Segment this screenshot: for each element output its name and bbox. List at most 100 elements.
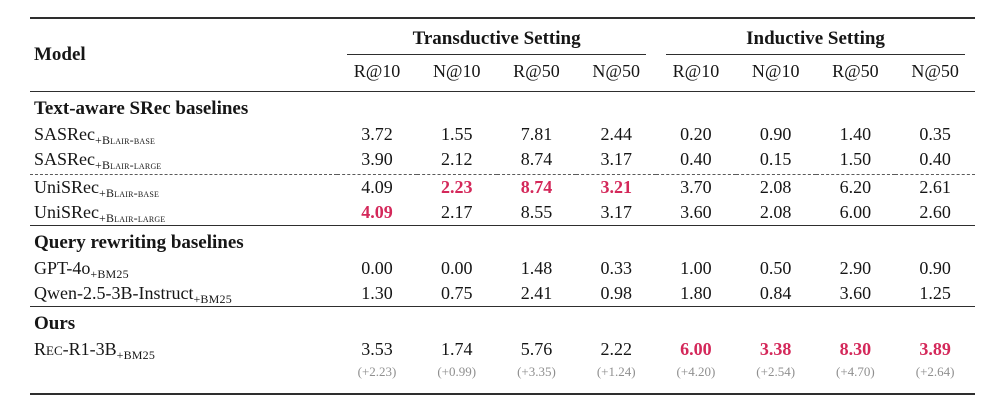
table-row-rec-r1: Rec-R1-3B+BM25 3.53 1.74 5.76 2.22 6.00 … xyxy=(30,337,975,362)
metric-value: 1.55 xyxy=(440,124,473,144)
metric-value: 1.30 xyxy=(361,283,393,303)
metric-value: 0.00 xyxy=(361,258,393,278)
metric-value-best: 4.09 xyxy=(361,202,393,222)
col-header-ind-r10: R@10 xyxy=(672,61,720,81)
col-header-ind-n10: N@10 xyxy=(751,61,800,81)
model-base-name: SASRec xyxy=(34,149,96,169)
model-subscript: +Blair-large xyxy=(95,158,162,172)
metric-delta: (+1.24) xyxy=(596,364,636,379)
table-row-sasrec-base: SASRec+Blair-base 3.72 1.55 7.81 2.44 0.… xyxy=(30,122,975,147)
metric-value: 0.40 xyxy=(895,147,975,175)
model-name: UniSRec+Blair-base xyxy=(30,175,337,201)
section-title-query-rewriting: Query rewriting baselines xyxy=(30,225,975,256)
metric-value-best: 6.00 xyxy=(680,339,712,359)
metric-value: 3.72 xyxy=(361,124,393,144)
metric-delta: (+0.99) xyxy=(437,364,477,379)
metric-value: 8.55 xyxy=(520,202,553,222)
metric-value: 0.35 xyxy=(919,124,951,144)
col-header-trans-r10: R@10 xyxy=(353,61,401,81)
model-name: SASRec+Blair-base xyxy=(30,122,337,147)
metric-value: 2.61 xyxy=(919,177,951,197)
section-title-text-aware: Text-aware SRec baselines xyxy=(34,98,249,119)
model-subscript: +Blair-base xyxy=(95,133,156,147)
metric-value: 5.76 xyxy=(520,339,553,359)
metric-value: 0.98 xyxy=(600,283,632,303)
table-row-qwen: Qwen-2.5-3B-Instruct+BM25 1.30 0.75 2.41… xyxy=(30,281,975,307)
metric-value: 2.08 xyxy=(759,202,792,222)
metric-delta: (+2.54) xyxy=(756,364,796,379)
metric-value: 3.53 xyxy=(361,339,393,359)
metric-value: 1.80 xyxy=(680,283,712,303)
metric-delta: (+4.20) xyxy=(676,364,716,379)
section-header-row: Query rewriting baselines xyxy=(30,225,975,256)
metric-value-best: 3.89 xyxy=(919,339,951,359)
col-group-inductive: Inductive Setting xyxy=(656,18,975,55)
metric-value: 4.09 xyxy=(361,177,393,197)
model-name: Qwen-2.5-3B-Instruct+BM25 xyxy=(30,281,337,307)
results-table: Model Transductive Setting Inductive Set… xyxy=(30,17,975,395)
metric-value: 3.17 xyxy=(576,147,657,175)
metric-value: 2.08 xyxy=(759,177,792,197)
delta-row: (+2.23) (+0.99) (+3.35) (+1.24) (+4.20) … xyxy=(30,362,975,394)
metric-value-best: 8.74 xyxy=(520,177,553,197)
metric-value: 0.20 xyxy=(680,124,712,144)
model-subscript: +BM25 xyxy=(193,292,232,306)
metric-value: 8.74 xyxy=(496,147,577,175)
col-header-trans-n50: N@50 xyxy=(592,61,640,81)
table-row-sasrec-large: SASRec+Blair-large 3.90 2.12 8.74 3.17 0… xyxy=(30,147,975,175)
metric-value: 2.22 xyxy=(600,339,632,359)
metric-value: 2.41 xyxy=(520,283,553,303)
model-name: GPT-4o+BM25 xyxy=(30,256,337,281)
metric-value: 3.60 xyxy=(839,283,872,303)
metric-value: 2.17 xyxy=(440,202,473,222)
group-header-row: Model Transductive Setting Inductive Set… xyxy=(30,18,975,65)
model-subscript: +Blair-base xyxy=(99,186,160,200)
model-subscript: +BM25 xyxy=(90,267,129,281)
section-title-ours: Ours xyxy=(30,306,975,337)
metric-value-best: 8.30 xyxy=(839,339,872,359)
metric-header-row: R@10 N@10 R@50 N@50 R@10 N@10 R@50 N@50 xyxy=(30,55,975,92)
metric-value: 3.90 xyxy=(337,147,417,175)
model-name: UniSRec+Blair-large xyxy=(30,200,337,226)
table-row-gpt4o: GPT-4o+BM25 0.00 0.00 1.48 0.33 1.00 0.5… xyxy=(30,256,975,281)
metric-value: 0.33 xyxy=(600,258,632,278)
metric-value-best: 2.23 xyxy=(440,177,473,197)
col-header-ind-n50: N@50 xyxy=(911,61,959,81)
metric-delta: (+2.23) xyxy=(357,364,397,379)
metric-value: 1.50 xyxy=(815,147,896,175)
metric-value: 3.70 xyxy=(680,177,712,197)
col-header-trans-r50: R@50 xyxy=(513,61,560,81)
metric-value: 0.00 xyxy=(440,258,473,278)
table-row-unisrec-base: UniSRec+Blair-base 4.09 2.23 8.74 3.21 3… xyxy=(30,175,975,201)
metric-value: 2.44 xyxy=(600,124,632,144)
metric-value: 2.60 xyxy=(919,202,951,222)
metric-value: 2.90 xyxy=(839,258,872,278)
metric-value-best: 3.38 xyxy=(759,339,792,359)
metric-value: 6.20 xyxy=(839,177,872,197)
table-header: Model Transductive Setting Inductive Set… xyxy=(30,18,975,92)
metric-value-best: 3.21 xyxy=(600,177,632,197)
metric-value: 3.17 xyxy=(600,202,632,222)
metric-value: 0.40 xyxy=(656,147,736,175)
col-header-trans-n10: N@10 xyxy=(432,61,481,81)
metric-value: 3.60 xyxy=(680,202,712,222)
model-subscript: +Blair-large xyxy=(99,211,166,225)
model-name: SASRec+Blair-large xyxy=(30,147,338,175)
metric-delta: (+4.70) xyxy=(836,364,875,379)
metric-value: 1.00 xyxy=(680,258,712,278)
col-header-ind-r50: R@50 xyxy=(832,61,879,81)
model-base-name: SASRec xyxy=(34,124,96,144)
metric-value: 1.74 xyxy=(440,339,473,359)
metric-value: 7.81 xyxy=(520,124,553,144)
model-column-header: Model xyxy=(34,44,86,65)
section-header-row: Ours xyxy=(30,306,975,337)
model-base-name: GPT-4o xyxy=(34,258,91,278)
model-base-name: Rec-R1-3B xyxy=(34,339,117,359)
col-group-transductive: Transductive Setting xyxy=(337,18,656,55)
metric-value: 1.48 xyxy=(520,258,553,278)
metric-value: 2.12 xyxy=(416,147,497,175)
model-name: Rec-R1-3B+BM25 xyxy=(30,337,337,362)
model-subscript: +BM25 xyxy=(116,348,156,362)
metric-value: 0.84 xyxy=(759,283,792,303)
